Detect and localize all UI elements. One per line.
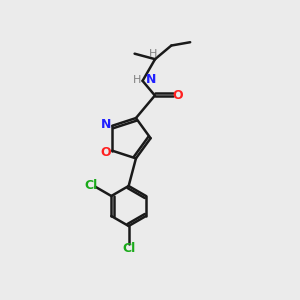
Text: H: H — [148, 49, 157, 59]
Text: Cl: Cl — [122, 242, 135, 255]
Text: O: O — [172, 89, 183, 102]
Text: O: O — [100, 146, 111, 159]
Text: H: H — [133, 75, 142, 85]
Text: Cl: Cl — [85, 179, 98, 192]
Text: N: N — [100, 118, 111, 131]
Text: N: N — [146, 74, 156, 86]
